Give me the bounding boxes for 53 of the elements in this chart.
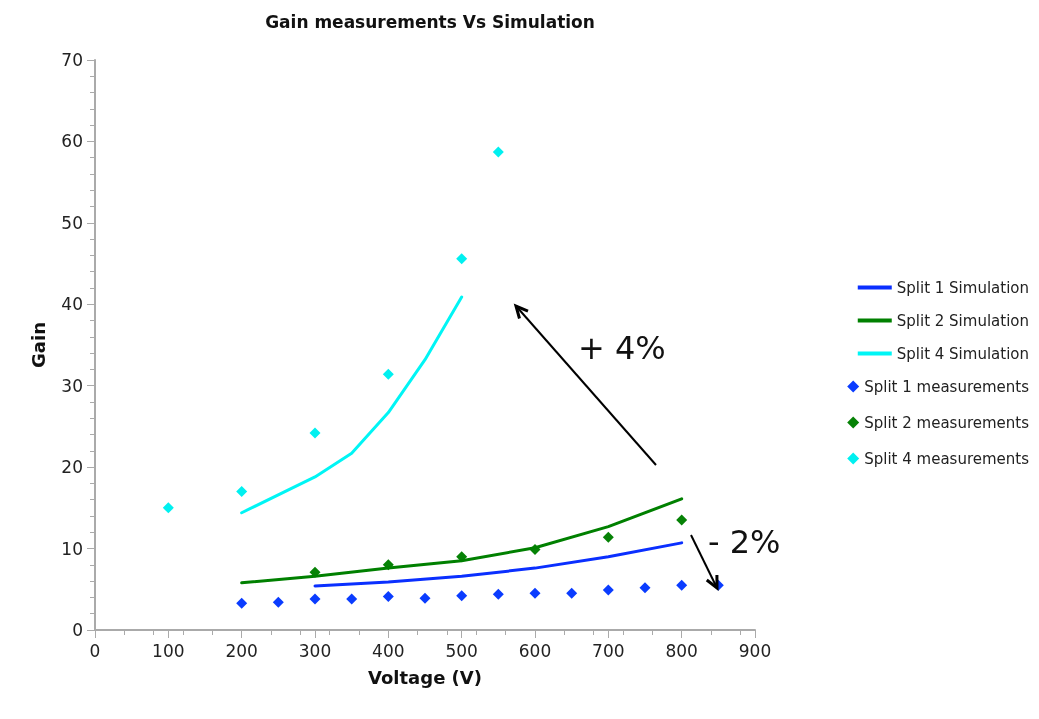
point [309,427,321,439]
point [346,593,358,605]
x-tick-label: 700 [592,640,625,661]
x-tick-label: 400 [372,640,405,661]
x-tick-label: 600 [518,640,552,661]
point [529,587,541,599]
point [492,146,504,158]
x-tick-label: 900 [738,640,772,661]
y-tick-label: 50 [61,212,83,233]
x-tick-label: 500 [445,640,478,661]
x-tick-label: 200 [225,640,258,661]
y-tick-label: 10 [61,538,83,559]
point [602,584,614,596]
point [309,593,321,605]
point [419,592,431,604]
point [566,587,578,599]
point [676,579,688,591]
point [639,582,651,594]
point [676,514,688,526]
y-tick-label: 20 [61,457,83,478]
point [456,253,468,265]
point [382,368,394,380]
point [492,588,504,600]
legend-label: Split 2 Simulation [896,311,1030,330]
legend-label: Split 1 Simulation [896,278,1030,297]
chart-title: Gain measurements Vs Simulation [265,11,595,32]
legend-label: Split 4 Simulation [896,344,1030,363]
annotation: - 2% [708,523,781,561]
legend-label: Split 4 measurements [864,449,1030,468]
point [236,486,248,498]
y-tick-label: 60 [61,131,83,152]
y-axis-title: Gain [27,322,49,368]
legend-label: Split 2 measurements [864,413,1030,432]
line-series [240,497,684,585]
point [456,590,468,602]
point [272,596,284,608]
point [382,591,394,603]
x-axis-title: Voltage (V) [368,666,482,688]
line-series [313,541,684,588]
point [602,531,614,543]
point [236,597,248,609]
x-tick-label: 0 [89,640,101,661]
legend-label: Split 1 measurements [864,377,1030,396]
point [162,502,174,514]
x-tick-label: 300 [298,640,332,661]
y-tick-label: 0 [72,620,83,640]
y-tick-label: 30 [61,375,83,396]
x-tick-label: 100 [152,640,185,661]
y-tick-label: 40 [61,294,83,315]
y-tick-label: 70 [61,50,83,70]
annotation: + 4% [578,329,666,367]
x-tick-label: 800 [665,640,698,661]
line-series [240,295,464,515]
